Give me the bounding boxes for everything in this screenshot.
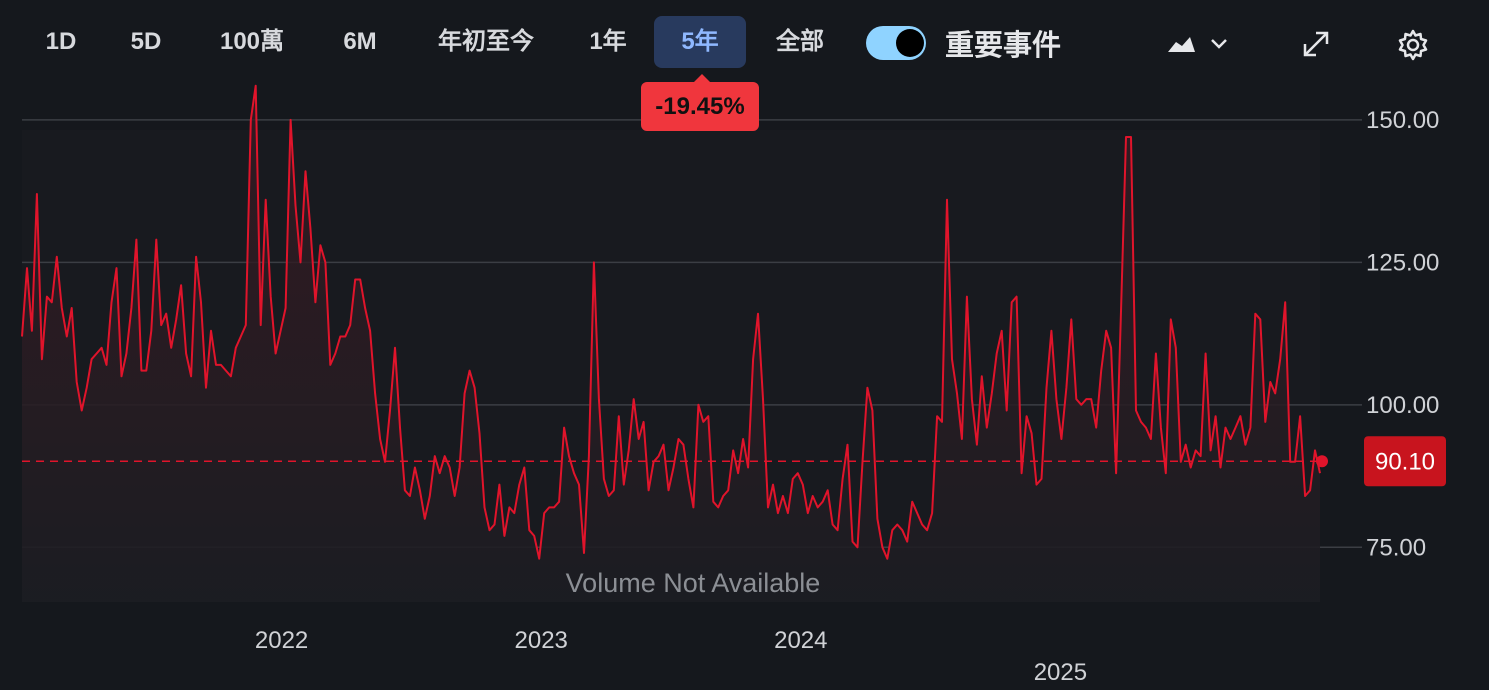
last-price-label: 90.10	[1375, 448, 1435, 475]
range-button-100m[interactable]: 100萬	[219, 28, 285, 55]
expand-icon	[1303, 31, 1329, 57]
last-price-dot	[1316, 455, 1328, 468]
x-tick-label: 2025	[1034, 659, 1087, 686]
chart-type-button[interactable]	[1164, 28, 1234, 60]
y-tick-label: 100.00	[1366, 392, 1439, 419]
key-events-toggle[interactable]	[866, 26, 926, 60]
gear-icon	[1398, 29, 1428, 61]
x-tick-label: 2022	[255, 627, 308, 654]
area-chart-icon	[1168, 37, 1195, 52]
fullscreen-button[interactable]	[1300, 28, 1332, 60]
y-axis-ticks: 150.00 125.00 100.00 75.00	[1366, 107, 1439, 561]
y-tick-label: 125.00	[1366, 249, 1439, 276]
range-button-1d[interactable]: 1D	[45, 28, 77, 55]
y-tick-label: 150.00	[1366, 107, 1439, 134]
range-button-1y[interactable]: 1年	[589, 28, 627, 55]
chart-toolbar: 1D 5D 100萬 6M 年初至今 1年 5年 全部 重要事件 -19.45%	[0, 0, 1489, 131]
settings-button[interactable]	[1396, 28, 1430, 62]
key-events-label: 重要事件	[945, 30, 1062, 62]
range-button-6m[interactable]: 6M	[343, 28, 377, 55]
chevron-down-icon	[1211, 39, 1227, 49]
range-button-5y[interactable]: 5年	[654, 16, 746, 68]
y-tick-label: 75.00	[1366, 534, 1426, 561]
range-button-ytd[interactable]: 年初至今	[438, 28, 534, 55]
x-tick-label: 2023	[515, 627, 568, 654]
x-axis-ticks: 2022 2023 2024 2025	[255, 627, 1087, 686]
toggle-knob	[896, 29, 924, 57]
x-tick-label: 2024	[774, 627, 827, 654]
price-line	[21, 84, 1321, 560]
volume-not-available-note: Volume Not Available	[566, 568, 821, 598]
range-button-5d[interactable]: 5D	[130, 28, 162, 55]
last-price-tag: 90.10	[1364, 436, 1446, 487]
period-change-badge: -19.45%	[641, 74, 759, 131]
price-area-fill	[22, 85, 1320, 602]
range-button-all[interactable]: 全部	[776, 28, 824, 55]
